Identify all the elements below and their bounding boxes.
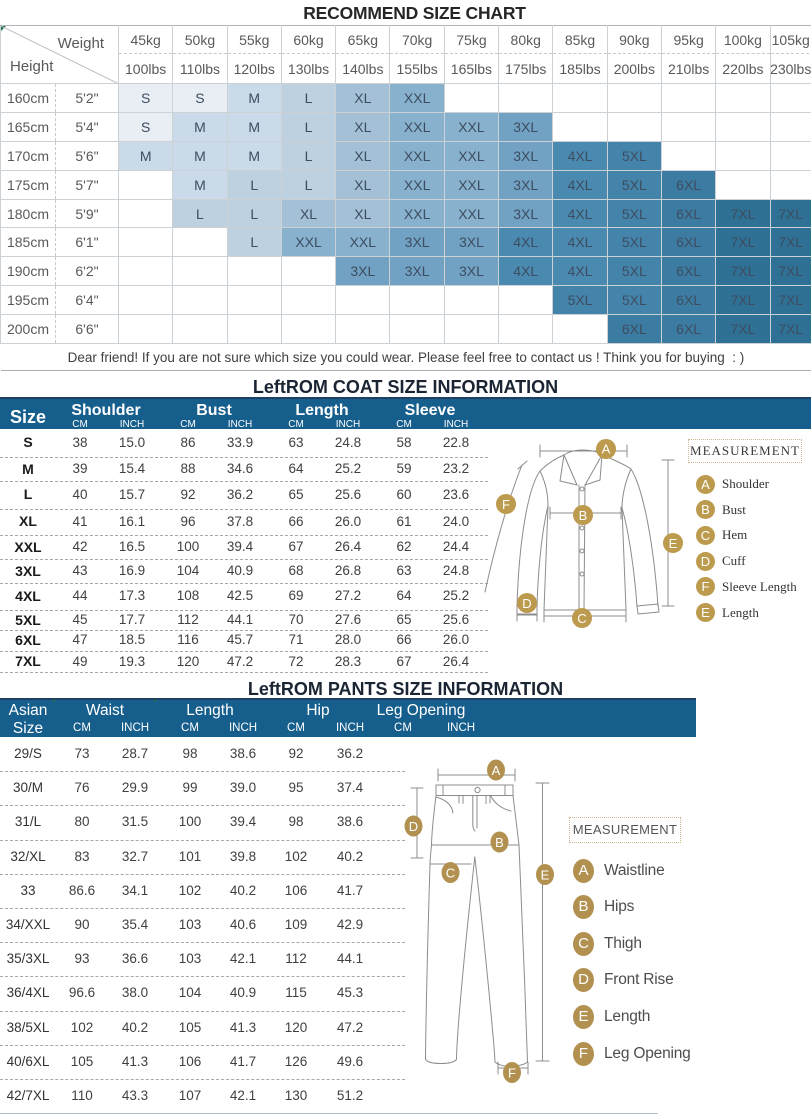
svg-text:E: E [669,536,678,551]
svg-text:B: B [579,508,588,523]
svg-text:A: A [492,763,501,778]
svg-text:A: A [602,442,611,457]
svg-text:C: C [577,611,586,626]
svg-text:F: F [508,1066,516,1081]
svg-text:B: B [495,835,504,850]
svg-text:E: E [541,868,550,883]
svg-text:D: D [409,819,418,834]
svg-text:C: C [446,866,455,881]
svg-text:D: D [522,596,531,611]
svg-text:F: F [502,497,510,512]
